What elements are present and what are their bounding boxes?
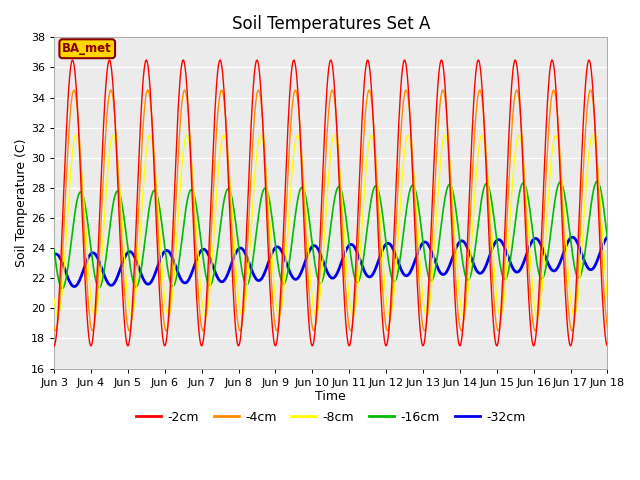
Text: BA_met: BA_met xyxy=(62,42,112,55)
Legend: -2cm, -4cm, -8cm, -16cm, -32cm: -2cm, -4cm, -8cm, -16cm, -32cm xyxy=(131,406,531,429)
Y-axis label: Soil Temperature (C): Soil Temperature (C) xyxy=(15,139,28,267)
Title: Soil Temperatures Set A: Soil Temperatures Set A xyxy=(232,15,430,33)
X-axis label: Time: Time xyxy=(316,390,346,403)
